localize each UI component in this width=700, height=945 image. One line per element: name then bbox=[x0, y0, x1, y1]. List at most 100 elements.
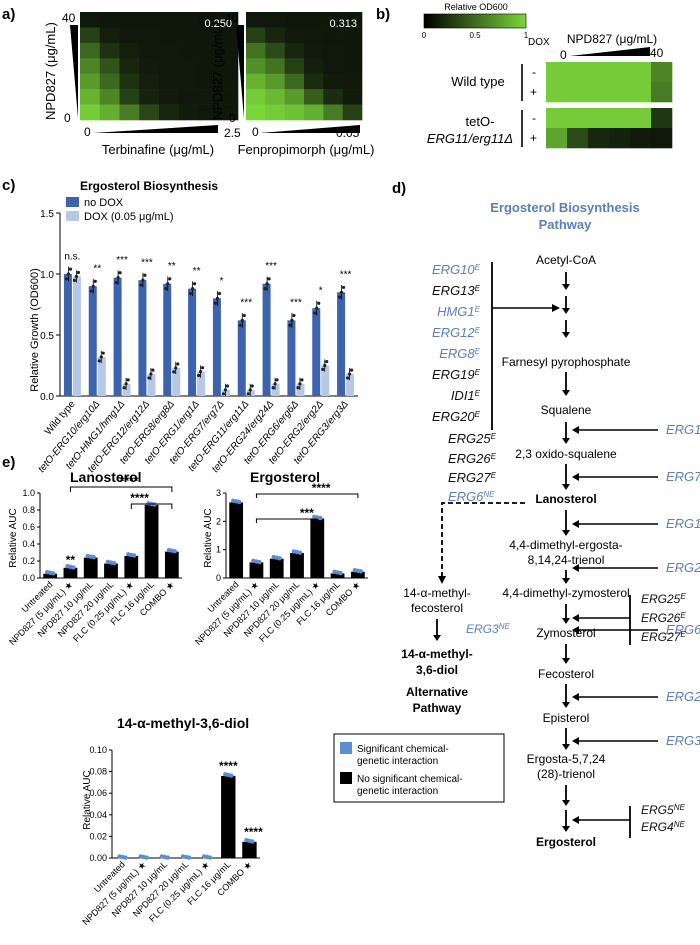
heatmap-cell bbox=[139, 42, 160, 59]
datapoint-nodox bbox=[337, 295, 342, 299]
legend-e-swatch-not-significant bbox=[340, 772, 352, 784]
heatmap-cell bbox=[198, 58, 219, 75]
step-ergosta-2: (28)-trienol bbox=[537, 767, 595, 781]
panel-b: Relative OD600 0 0.5 1 DOX NPD827 (μg/mL… bbox=[422, 2, 673, 149]
panel-a-xlabel-right: Fenpropimorph (μg/mL) bbox=[238, 142, 375, 157]
heatmap-cell bbox=[99, 104, 120, 121]
datapoint-nodox bbox=[339, 290, 344, 294]
panel-label-c: c) bbox=[2, 177, 15, 194]
datapoint-dox bbox=[345, 376, 350, 380]
bar-nodox bbox=[63, 274, 72, 396]
heatmap-cell bbox=[342, 12, 363, 28]
step-farnesyl-pyrophosphate: Farnesyl pyrophosphate bbox=[502, 355, 631, 369]
panel-a-xtick-min-left: 0 bbox=[84, 125, 91, 139]
heatmap-cell bbox=[284, 42, 305, 59]
heatmap-cell bbox=[304, 73, 324, 90]
heatmap-cell bbox=[178, 58, 199, 75]
datapoint-nodox bbox=[341, 285, 346, 290]
arrow-11-head bbox=[562, 702, 570, 708]
heatmap-cell bbox=[119, 73, 140, 90]
heatmap-cell bbox=[218, 89, 239, 105]
legend-c-title: Ergosterol Biosynthesis bbox=[80, 179, 218, 193]
gene-erg20: ERG20E bbox=[432, 409, 481, 424]
bar-nodox bbox=[88, 286, 97, 396]
heatmap-cell bbox=[546, 82, 568, 103]
npd-max: 40 bbox=[650, 46, 664, 60]
bar-dox bbox=[147, 374, 156, 396]
gene-erg25: ERG25E bbox=[448, 431, 497, 446]
gene-erg3: ERG3NE bbox=[466, 622, 510, 637]
datapoint-dox bbox=[176, 362, 180, 366]
datapoint-dox bbox=[225, 384, 230, 388]
heatmap-cell bbox=[198, 73, 219, 90]
heatmap-cell bbox=[159, 89, 180, 105]
heatmap-cell bbox=[80, 73, 101, 90]
bar-dox bbox=[321, 365, 330, 396]
significance-label: * bbox=[219, 276, 223, 287]
datapoint-nodox bbox=[317, 301, 321, 305]
heatmap-cell bbox=[218, 27, 239, 44]
panel-a-ylabel-left: NPD827 (μg/mL) bbox=[43, 22, 58, 120]
panel-a-heatmap-terbinafine bbox=[80, 12, 239, 121]
heatmap-cell bbox=[139, 12, 160, 28]
arrow-3-head bbox=[562, 332, 570, 338]
lanosterol-sig-mid: **** bbox=[130, 491, 149, 505]
datapoint-dox bbox=[198, 370, 203, 374]
right-gene-arrow-1-head bbox=[572, 473, 579, 481]
arrow-13-head bbox=[562, 800, 570, 806]
datapoint-dox bbox=[347, 372, 352, 376]
ergosterol-title: Ergosterol bbox=[250, 469, 320, 485]
heatmap-cell bbox=[80, 104, 101, 121]
heatmap-cell bbox=[99, 73, 120, 90]
lanosterol-datapoint bbox=[71, 565, 76, 570]
heatmap-cell bbox=[159, 73, 180, 90]
datapoint-dox bbox=[275, 378, 279, 382]
heatmap-cell bbox=[323, 104, 343, 121]
heatmap-cell bbox=[80, 58, 101, 75]
pathway-title-line1: Ergosterol Biosynthesis bbox=[490, 200, 640, 215]
heatmap-cell bbox=[630, 82, 652, 103]
legend-e-label-significant-1: Significant chemical- bbox=[357, 744, 449, 755]
heatmap-cell bbox=[323, 73, 343, 90]
diol-ytick-label: 0.06 bbox=[89, 788, 107, 798]
datapoint-dox bbox=[325, 359, 329, 364]
heatmap-cell bbox=[139, 58, 160, 75]
legend-c-label-nodox: no DOX bbox=[84, 197, 124, 209]
panel-a: NPD827 (μg/mL) 40 0 0.250 0 2.5 Terbinaf… bbox=[43, 11, 374, 157]
datapoint-nodox bbox=[217, 291, 222, 296]
heatmap-cell bbox=[119, 58, 140, 75]
gene-erg5: ERG5NE bbox=[641, 803, 685, 818]
gene-erg13: ERG13E bbox=[432, 283, 481, 298]
alt-dashed-path bbox=[441, 502, 525, 580]
heatmap-cell bbox=[342, 89, 363, 105]
ergosterol-datapoint bbox=[338, 570, 343, 576]
datapoint-dox bbox=[74, 274, 79, 279]
panel-e: Lanosterol Relative AUC 0.0 0.2 0.4 0.6 0.8 1… bbox=[7, 469, 505, 927]
ergosterol-bar bbox=[290, 553, 304, 578]
lanosterol-bar bbox=[164, 551, 179, 578]
heatmap-cell bbox=[159, 104, 180, 121]
heatmap-cell bbox=[342, 42, 363, 59]
bar-nodox bbox=[287, 320, 296, 396]
alt-intermediate-2: fecosterol bbox=[411, 601, 463, 615]
arrow-1-head bbox=[562, 284, 570, 290]
panel-a-ytick-bottom-left: 0 bbox=[64, 111, 71, 125]
gene-hmg1: HMG1E bbox=[437, 304, 481, 319]
heatmap-cell bbox=[567, 128, 589, 149]
datapoint-nodox bbox=[118, 271, 122, 275]
datapoint-dox bbox=[124, 382, 128, 386]
datapoint-dox bbox=[126, 378, 130, 382]
heatmap-cell bbox=[546, 128, 568, 149]
heatmap-cell bbox=[546, 62, 568, 83]
bar-nodox bbox=[138, 280, 147, 396]
lanosterol-ylabel: Relative AUC bbox=[8, 508, 19, 567]
heatmap-cell bbox=[588, 62, 610, 83]
diol-ytick-label: 0.02 bbox=[89, 831, 107, 841]
datapoint-nodox bbox=[139, 283, 143, 287]
panel-a-ytick-bottom-right: 0 bbox=[229, 111, 236, 125]
step-zymosterol: Zymosterol bbox=[536, 626, 595, 640]
sign-wt-minus: - bbox=[532, 65, 536, 79]
diol-bar bbox=[221, 775, 236, 858]
heatmap-cell bbox=[265, 12, 285, 28]
